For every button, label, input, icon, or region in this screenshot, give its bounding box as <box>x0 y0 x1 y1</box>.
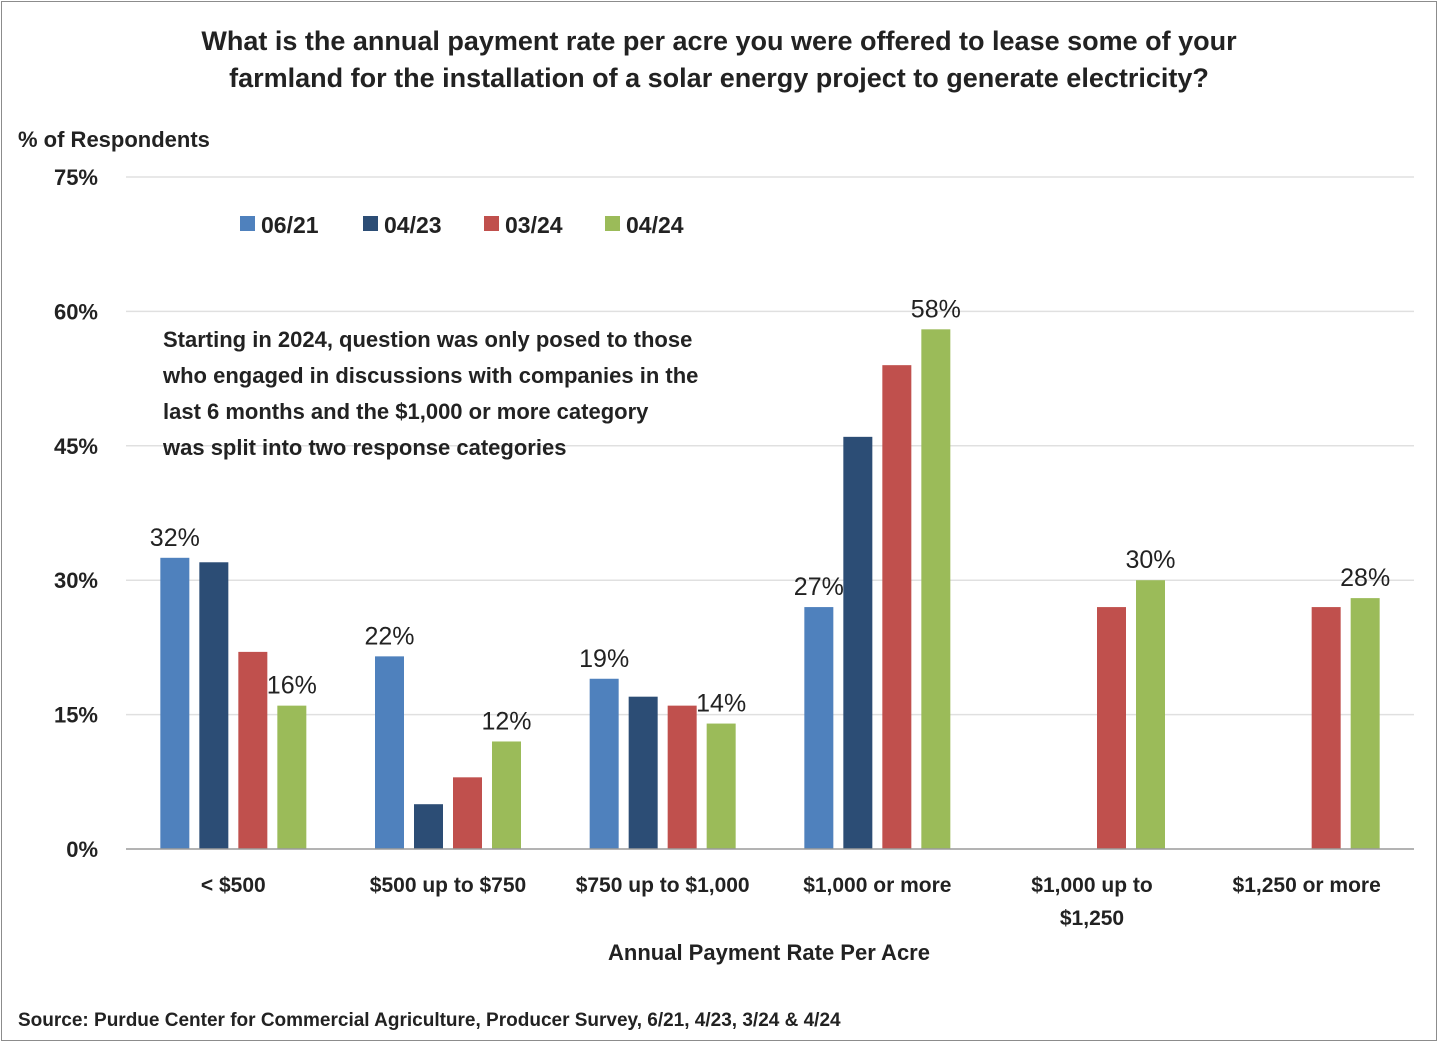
legend-swatch <box>240 216 255 231</box>
legend-entry: 04/23 <box>384 212 442 238</box>
bar-06-21-1 <box>375 656 404 849</box>
legend-swatch <box>363 216 378 231</box>
data-label: 30% <box>1125 546 1175 574</box>
legend-swatch <box>484 216 499 231</box>
legend-entry: 06/21 <box>261 212 319 238</box>
data-label: 58% <box>911 295 961 323</box>
bar-03-24-5 <box>1311 607 1341 849</box>
category-label: $1,250 <box>1060 907 1124 930</box>
legend: 06/21 04/23 03/24 04/24 <box>240 212 684 238</box>
data-labels: 32% 22% 19% 27% 16% 12% 14% 58% 30% 28% <box>150 295 1390 735</box>
data-label: 28% <box>1340 564 1390 592</box>
data-label: 32% <box>150 524 200 552</box>
y-tick-label: 60% <box>54 299 98 324</box>
bar-04-24-5 <box>1350 598 1380 849</box>
category-label: < $500 <box>201 874 266 897</box>
bar-04-24-3 <box>921 329 951 849</box>
y-tick-label: 75% <box>54 165 98 190</box>
note-line: who engaged in discussions with companie… <box>162 363 698 388</box>
data-label: 19% <box>579 645 629 673</box>
y-tick-label: 0% <box>66 837 98 862</box>
note-line: was split into two response categories <box>162 435 566 460</box>
bar-06-21-0 <box>160 557 190 849</box>
category-label: $1,000 or more <box>803 874 951 897</box>
bar-03-24-4 <box>1097 607 1126 849</box>
chart-title-line: farmland for the installation of a solar… <box>229 63 1209 93</box>
chart-title-line: What is the annual payment rate per acre… <box>201 26 1237 56</box>
bar-04-24-0 <box>277 705 307 849</box>
annotation-note: Starting in 2024, question was only pose… <box>162 327 698 460</box>
bar-04-24-2 <box>706 723 736 849</box>
bar-04-24-1 <box>492 741 521 849</box>
category-label: $1,250 or more <box>1233 874 1381 897</box>
y-axis-ticks: 0% 15% 30% 45% 60% 75% <box>54 165 98 862</box>
y-tick-label: 30% <box>54 568 98 593</box>
y-axis-label: % of Respondents <box>18 127 210 152</box>
chart-title: What is the annual payment rate per acre… <box>201 26 1237 93</box>
bar-04-23-3 <box>843 436 873 849</box>
bar-04-23-2 <box>628 696 658 849</box>
bar-06-21-2 <box>589 678 619 849</box>
category-label: $500 up to $750 <box>370 874 526 897</box>
source-note: Source: Purdue Center for Commercial Agr… <box>18 1010 841 1031</box>
data-label: 22% <box>364 622 414 650</box>
y-tick-label: 45% <box>54 434 98 459</box>
bar-04-24-4 <box>1136 580 1165 849</box>
data-label: 12% <box>481 707 531 735</box>
bar-04-23-1 <box>414 804 443 849</box>
bar-03-24-1 <box>453 777 482 849</box>
bar-04-23-0 <box>199 562 229 849</box>
legend-entry: 03/24 <box>505 212 563 238</box>
data-label: 16% <box>267 672 317 700</box>
note-line: last 6 months and the $1,000 or more cat… <box>163 399 649 424</box>
x-axis-label: Annual Payment Rate Per Acre <box>608 940 930 965</box>
bars <box>160 329 1380 849</box>
gridlines <box>126 176 1414 716</box>
data-label: 27% <box>794 573 844 601</box>
data-label: 14% <box>696 690 746 718</box>
category-label: $750 up to $1,000 <box>576 874 750 897</box>
bar-06-21-3 <box>804 607 834 849</box>
legend-entry: 04/24 <box>626 212 684 238</box>
bar-03-24-0 <box>238 651 268 849</box>
bar-03-24-3 <box>882 365 912 849</box>
note-line: Starting in 2024, question was only pose… <box>163 327 692 352</box>
legend-swatch <box>605 216 620 231</box>
category-label: $1,000 up to <box>1031 874 1152 897</box>
x-axis-categories: < $500 $500 up to $750 $750 up to $1,000 $1… <box>201 874 1381 930</box>
bar-03-24-2 <box>667 705 697 849</box>
y-tick-label: 15% <box>54 703 98 728</box>
